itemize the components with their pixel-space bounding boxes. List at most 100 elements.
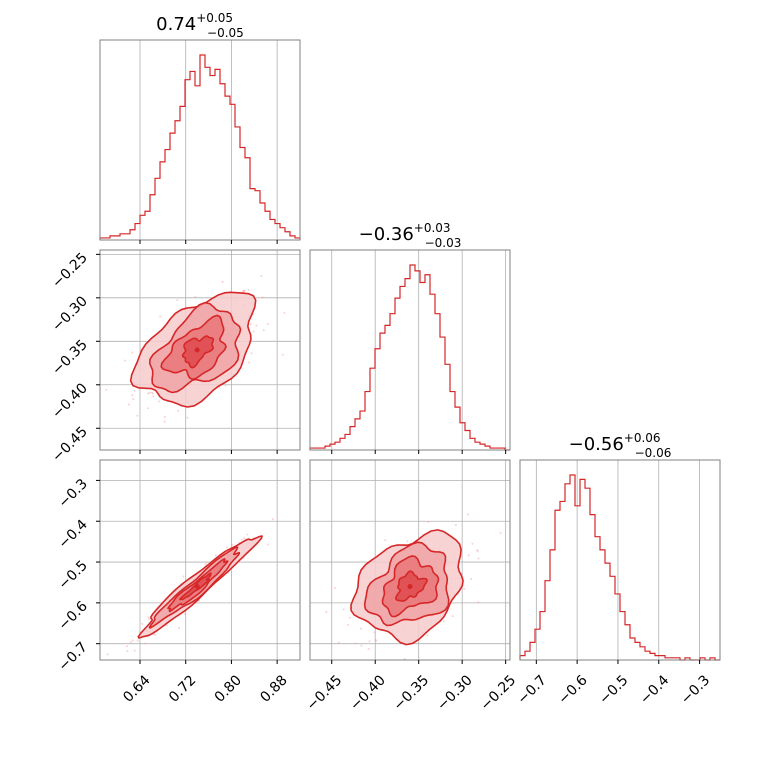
panel-2-1: [325, 513, 502, 660]
scatter-point: [87, 376, 89, 378]
panel-1-0: [87, 275, 286, 423]
x-tick-label: −0.5: [596, 672, 631, 707]
scatter-point: [266, 543, 269, 546]
scatter-point: [221, 280, 224, 283]
y-tick-label: −0.40: [49, 380, 91, 422]
scatter-point: [360, 644, 363, 647]
y-tick-label: −0.3: [55, 476, 90, 511]
scatter-point: [133, 389, 136, 392]
scatter-point: [354, 642, 357, 645]
scatter-point: [426, 634, 429, 637]
scatter-point: [240, 538, 243, 541]
scatter-point: [214, 554, 217, 557]
x-tick-label: −0.6: [555, 672, 590, 707]
x-tick-label: −0.25: [478, 672, 520, 714]
x-tick-label: −0.3: [678, 672, 713, 707]
scatter-point: [132, 398, 135, 401]
scatter-point: [243, 289, 246, 292]
contour-peak: [407, 584, 413, 590]
scatter-point: [133, 649, 136, 652]
scatter-point: [176, 299, 179, 302]
scatter-point: [152, 395, 155, 398]
scatter-point: [476, 550, 479, 553]
scatter-point: [349, 616, 352, 619]
scatter-point: [247, 361, 250, 364]
scatter-point: [146, 407, 149, 410]
scatter-point: [250, 352, 253, 355]
scatter-point: [249, 323, 252, 326]
scatter-point: [131, 639, 134, 642]
scatter-point: [148, 391, 151, 394]
x-tick-label: −0.40: [347, 672, 389, 714]
scatter-point: [243, 537, 246, 540]
x-tick-label: −0.35: [391, 672, 433, 714]
scatter-point: [454, 523, 457, 526]
scatter-point: [337, 641, 340, 644]
scatter-point: [147, 616, 150, 619]
scatter-point: [252, 330, 255, 333]
scatter-point: [477, 601, 480, 604]
scatter-point: [224, 384, 227, 387]
panel-frame-1-0: [99, 249, 301, 451]
scatter-point: [124, 359, 127, 362]
scatter-point: [467, 554, 470, 557]
scatter-point: [281, 353, 284, 356]
scatter-point: [246, 533, 249, 536]
scatter-point: [182, 575, 185, 578]
tick-labels: 0.64 0.72 0.80 0.88 −0.45 −0.40 −0.35 −0.30 −0.2…: [49, 250, 713, 714]
chart-marks: [87, 54, 720, 663]
scatter-point: [165, 624, 168, 627]
y-tick-label: −0.4: [55, 517, 90, 552]
scatter-point: [260, 275, 263, 278]
scatter-point: [136, 414, 139, 417]
y-tick-label: −0.35: [49, 337, 91, 379]
scatter-point: [148, 618, 151, 621]
scatter-point: [255, 324, 258, 327]
scatter-point: [125, 645, 128, 648]
panel-frame-0-0: [99, 39, 301, 241]
scatter-point: [242, 290, 245, 293]
x-tick-label: 0.64: [120, 672, 153, 705]
scatter-point: [261, 296, 264, 299]
panel-frame-1-1: [309, 249, 511, 451]
scatter-point: [477, 557, 480, 560]
scatter-point: [130, 640, 133, 643]
scatter-point: [131, 351, 134, 354]
panel-frame-2-2: [519, 459, 721, 661]
y-tick-label: −0.7: [55, 639, 90, 674]
scatter-point: [127, 403, 130, 406]
x-tick-label: −0.45: [304, 672, 346, 714]
scatter-point: [451, 615, 454, 618]
scatter-point: [106, 653, 109, 656]
scatter-point: [204, 563, 207, 566]
scatter-point: [163, 420, 166, 423]
y-tick-label: −0.5: [55, 558, 90, 593]
scatter-point: [427, 520, 430, 523]
title-param-1: −0.36+0.03 −0.03: [359, 221, 462, 250]
x-tick-label: 0.80: [212, 672, 245, 705]
scatter-point: [131, 394, 134, 397]
scatter-point: [125, 661, 127, 663]
scatter-point: [194, 295, 197, 298]
scatter-point: [347, 623, 350, 626]
scatter-point: [384, 539, 387, 542]
scatter-point: [367, 647, 370, 650]
scatter-point: [470, 577, 473, 580]
scatter-point: [113, 661, 115, 663]
scatter-point: [186, 416, 189, 419]
scatter-point: [158, 400, 161, 403]
scatter-point: [126, 649, 129, 652]
scatter-point: [325, 611, 328, 614]
scatter-point: [225, 546, 228, 549]
x-tick-label: 0.88: [257, 672, 290, 705]
scatter-point: [231, 543, 234, 546]
scatter-point: [463, 587, 466, 590]
x-tick-label: −0.4: [637, 672, 672, 707]
scatter-point: [159, 315, 162, 318]
x-tick-label: −0.7: [515, 672, 550, 707]
scatter-point: [266, 322, 269, 325]
x-tick-label: 0.72: [166, 672, 199, 705]
title-param-0: 0.74+0.05 −0.05: [156, 11, 244, 40]
contour-peak: [194, 347, 200, 353]
